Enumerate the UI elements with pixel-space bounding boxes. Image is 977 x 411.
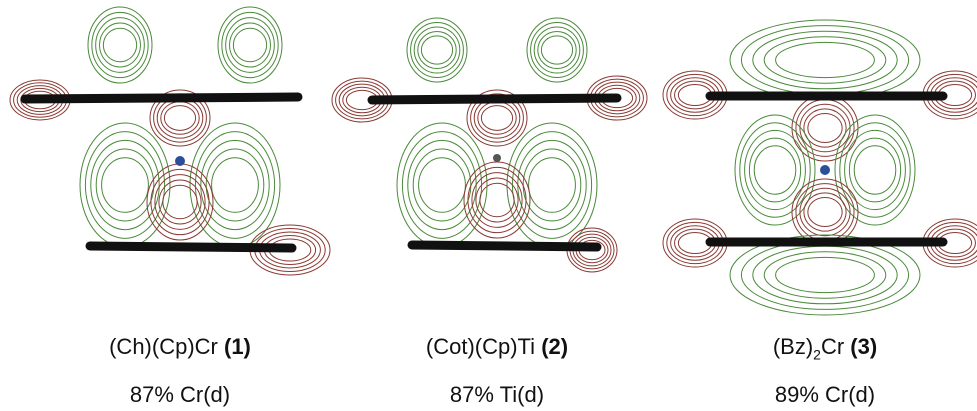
compound-number: (2) — [541, 334, 568, 359]
compound: (Cot)(Cp)Ti — [426, 334, 535, 359]
plot-3 — [663, 20, 977, 315]
compound-label: (Ch)(Cp)Cr (1) — [30, 334, 330, 360]
compound-number: (3) — [850, 334, 877, 359]
compound: (Bz) — [773, 334, 813, 359]
compound-number: (1) — [224, 334, 251, 359]
compound: (Ch)(Cp)Cr — [109, 334, 218, 359]
compound-label: (Cot)(Cp)Ti (2) — [347, 334, 647, 360]
compound-suffix: Cr — [821, 334, 844, 359]
plot-1 — [10, 7, 330, 275]
composition: 87% Ti(d) — [347, 382, 647, 408]
composition: 87% Cr(d) — [30, 382, 330, 408]
compound-label: (Bz)2Cr (3) — [675, 334, 975, 362]
plot-2 — [332, 18, 647, 272]
compound-subscript: 2 — [813, 346, 821, 362]
orbital-plots — [0, 0, 977, 320]
composition: 89% Cr(d) — [675, 382, 975, 408]
figure: (Ch)(Cp)Cr (1) 87% Cr(d) (Cot)(Cp)Ti (2)… — [0, 0, 977, 411]
